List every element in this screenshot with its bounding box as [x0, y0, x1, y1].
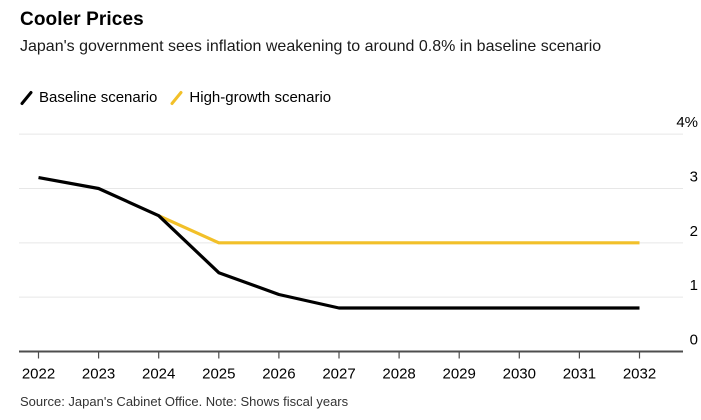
y-tick-label: 2 [690, 223, 698, 240]
x-tick-label: 2027 [322, 366, 355, 383]
inflation-line-chart: 2022 2023 2024 2025 2026 2027 2028 2029 2030 2031… [19, 114, 698, 383]
x-tick-label: 2025 [202, 366, 235, 383]
x-tick-label: 2031 [563, 366, 596, 383]
y-tick-label: 3 [690, 169, 698, 186]
x-tick-label: 2026 [262, 366, 295, 383]
series-line-high-growth [158, 214, 640, 245]
x-tick-label: 2024 [142, 366, 175, 383]
legend-item-high-growth: High-growth scenario [170, 89, 331, 106]
x-tick-label: 2023 [82, 366, 115, 383]
high-growth-line-swatch-icon [170, 90, 183, 105]
x-tick-label: 2032 [623, 366, 656, 383]
series-line-baseline [38, 176, 640, 310]
source-note: Source: Japan's Cabinet Office. Note: Sh… [20, 394, 349, 409]
legend-label-baseline: Baseline scenario [39, 89, 158, 106]
y-tick-label: 1 [690, 277, 698, 294]
y-tick-label: 0 [690, 332, 698, 349]
baseline-line-swatch-icon [20, 90, 33, 105]
x-tick-label: 2022 [22, 366, 55, 383]
legend-item-baseline: Baseline scenario [20, 89, 157, 106]
y-tick-label: 4% [676, 114, 698, 131]
x-tick-label: 2030 [503, 366, 536, 383]
chart-title: Cooler Prices [20, 9, 144, 30]
legend-label-high-growth: High-growth scenario [189, 89, 332, 106]
x-tick-label: 2028 [382, 366, 415, 383]
chart-legend: Baseline scenario High-growth scenario [20, 89, 331, 106]
chart-subtitle: Japan's government sees inflation weaken… [20, 38, 602, 55]
x-tick-label: 2029 [443, 366, 476, 383]
